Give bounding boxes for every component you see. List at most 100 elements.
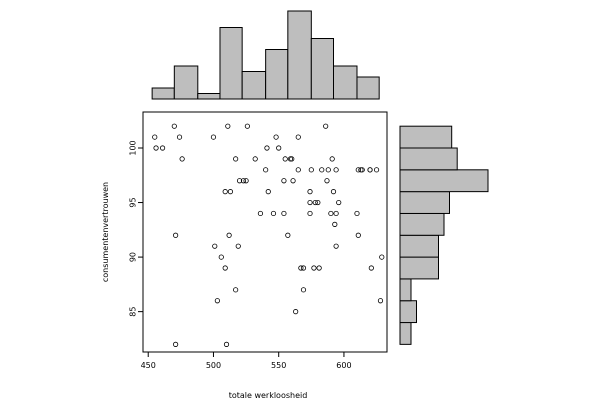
x-axis: 450 500 550 600 xyxy=(141,352,352,370)
scatter-point xyxy=(368,265,374,271)
x-tick-label: 550 xyxy=(271,361,286,370)
scatter-point xyxy=(377,298,384,304)
scatter-point xyxy=(355,167,361,173)
scatter-point xyxy=(373,167,380,173)
x-hist-bar xyxy=(197,93,221,100)
x-tick-label: 600 xyxy=(336,361,351,370)
scatter-point xyxy=(323,123,329,129)
scatter-point xyxy=(222,189,228,195)
scatter-point xyxy=(222,265,228,271)
scatter-point xyxy=(244,123,250,129)
x-hist-bar xyxy=(356,76,380,100)
scatter-point xyxy=(159,145,166,151)
x-hist-bar xyxy=(287,10,312,100)
scatter-point xyxy=(235,243,241,249)
plot-frame xyxy=(142,111,388,353)
scatter-point xyxy=(218,254,224,260)
y-hist-bar xyxy=(399,300,417,324)
scatter-point xyxy=(295,167,301,173)
y-hist-bar xyxy=(399,147,458,171)
scatter-point xyxy=(210,134,217,140)
scatter-point xyxy=(233,287,239,293)
scatter-point xyxy=(312,199,318,206)
scatter-point xyxy=(257,210,264,217)
x-hist-bar xyxy=(241,71,267,100)
scatter-point xyxy=(176,134,183,140)
scatter-point xyxy=(293,309,299,315)
scatter-point xyxy=(153,145,159,151)
scatter-point xyxy=(281,210,287,217)
y-axis: 85 90 95 100 xyxy=(129,140,143,317)
scatter-point xyxy=(307,210,313,217)
x-tick-label: 500 xyxy=(206,361,221,370)
scatter-point xyxy=(355,232,361,238)
y-tick-label: 90 xyxy=(129,252,138,262)
scatter-point xyxy=(379,254,385,260)
scatter-point xyxy=(300,287,307,293)
x-hist-bar xyxy=(219,27,243,100)
scatter-point xyxy=(367,167,373,173)
scatter-point xyxy=(330,189,337,195)
y-hist-bar xyxy=(399,191,450,214)
scatter-plot: 450 500 550 600 85 90 95 100 xyxy=(129,111,388,370)
scatter-point xyxy=(265,189,271,195)
scatter-point xyxy=(336,199,342,206)
scatter-point xyxy=(311,265,317,271)
x-axis-label: totale werkloosheid xyxy=(229,391,308,400)
scatter-point xyxy=(315,199,321,206)
scatter-point xyxy=(227,189,234,195)
y-axis-label: consumentenvertrouwen xyxy=(101,182,110,282)
scatter-point xyxy=(243,178,249,184)
scatter-point xyxy=(319,167,325,173)
scatter-point xyxy=(226,232,232,238)
scatter-point xyxy=(276,145,282,151)
scatter-point xyxy=(173,341,179,347)
y-tick-label: 85 xyxy=(129,307,138,317)
scatter-point xyxy=(223,341,230,347)
y-hist-bar xyxy=(399,322,412,345)
y-hist-bar xyxy=(399,125,453,149)
scatter-point xyxy=(240,178,247,184)
scatter-point xyxy=(282,156,288,162)
scatter-point xyxy=(281,178,287,184)
scatter-point xyxy=(316,265,322,271)
x-histogram xyxy=(151,10,380,100)
x-hist-bar xyxy=(151,87,175,100)
scatter-point xyxy=(308,167,314,173)
scatter-point xyxy=(152,134,158,140)
scatter-point xyxy=(333,167,339,173)
x-tick-label: 450 xyxy=(141,361,156,370)
scatter-point xyxy=(285,232,291,238)
scatter-point xyxy=(290,178,296,184)
scatter-point xyxy=(325,167,331,173)
scatter-point xyxy=(270,210,277,217)
y-hist-bar xyxy=(399,212,445,236)
y-tick-label: 95 xyxy=(129,197,138,207)
scatter-point xyxy=(359,167,365,173)
y-hist-bar xyxy=(399,278,412,302)
y-hist-bar xyxy=(399,169,489,193)
scatter-point xyxy=(263,167,269,173)
y-hist-bar xyxy=(399,256,439,280)
scatter-point xyxy=(264,145,270,151)
scatter-point xyxy=(329,156,335,162)
x-hist-bar xyxy=(333,65,358,100)
scatter-point xyxy=(333,243,339,249)
scatter-point xyxy=(212,243,218,249)
scatter-point xyxy=(236,178,243,184)
scatter-point xyxy=(214,298,220,304)
y-hist-bar xyxy=(399,234,439,258)
scatter-points xyxy=(152,123,385,347)
scatter-point xyxy=(289,156,295,162)
scatter-point xyxy=(273,134,279,140)
scatter-point xyxy=(173,232,179,238)
scatter-point xyxy=(295,134,301,140)
scatter-point xyxy=(332,221,338,227)
scatter-point xyxy=(179,156,185,162)
x-hist-bar xyxy=(173,65,199,100)
scatter-point xyxy=(225,123,231,129)
scatter-point xyxy=(298,265,304,271)
scatter-point xyxy=(354,210,360,217)
x-hist-bar xyxy=(310,38,335,100)
